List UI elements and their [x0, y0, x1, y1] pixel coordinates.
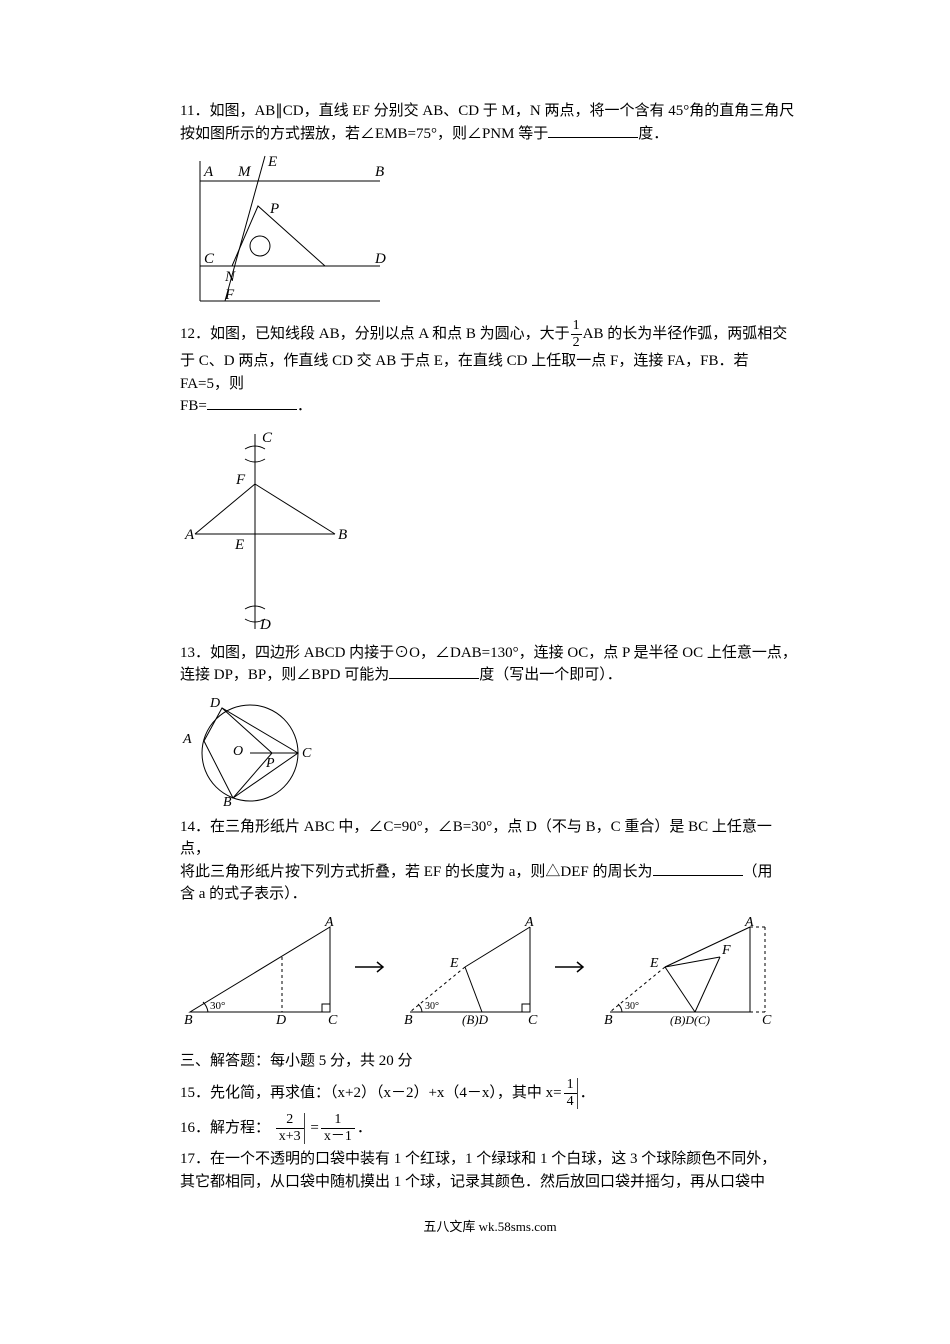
svg-text:B: B	[184, 1013, 193, 1028]
q16-text-c: ．	[357, 1120, 372, 1136]
svg-text:30°: 30°	[210, 1000, 225, 1012]
q15-text-b: ．	[580, 1085, 595, 1101]
q12-frac: 12	[571, 319, 582, 350]
q14-line3: 含 a 的式子表示）．	[180, 883, 800, 906]
svg-text:A: A	[524, 915, 534, 930]
svg-text:C: C	[528, 1013, 538, 1028]
svg-text:C: C	[328, 1013, 338, 1028]
svg-text:C: C	[762, 1013, 772, 1028]
svg-text:D: D	[275, 1013, 286, 1028]
lbl13-O: O	[233, 744, 243, 759]
q12-line3: FB= ．	[180, 395, 800, 418]
q14-figure: A B C D 30° A B C E	[180, 912, 800, 1032]
lbl-F: F	[224, 287, 235, 303]
q12-blank	[207, 395, 297, 410]
lbl12-E: E	[234, 537, 244, 553]
svg-text:B: B	[604, 1013, 613, 1028]
lbl13-P: P	[265, 756, 275, 771]
lbl-D: D	[374, 251, 386, 267]
q12-text-d: FB=	[180, 398, 207, 414]
q16-frac1-den: x+3	[276, 1128, 304, 1144]
svg-text:E: E	[449, 956, 459, 971]
section3-title: 三、解答题：每小题 5 分，共 20 分	[180, 1050, 800, 1073]
q15-frac-num: 1	[564, 1078, 577, 1093]
lbl13-C: C	[302, 746, 312, 761]
q16-frac2-den: x－1	[321, 1128, 355, 1144]
q11-line2: 按如图所示的方式摆放，若∠EMB=75°，则∠PNM 等于 度．	[180, 123, 800, 146]
q11-line1: 11．如图，AB∥CD，直线 EF 分别交 AB、CD 于 M，N 两点，将一个…	[180, 100, 800, 123]
q14-line1: 14．在三角形纸片 ABC 中，∠C=90°，∠B=30°，点 D（不与 B，C…	[180, 816, 800, 861]
lbl12-F: F	[235, 472, 246, 488]
svg-text:A: A	[744, 915, 754, 930]
q13-figure: A B C D O P	[180, 693, 340, 808]
lbl13-D: D	[209, 696, 220, 711]
page-footer: 五八文库 wk.58sms.com	[180, 1217, 800, 1237]
q12-text-a: 12．如图，已知线段 AB，分别以点 A 和点 B 为圆心，大于	[180, 326, 570, 342]
q11-text-c: 度．	[638, 126, 668, 142]
svg-text:F: F	[721, 943, 731, 958]
q13-text-b: 连接 DP，BP，则∠BPD 可能为	[180, 667, 389, 683]
q16-frac2-num: 1	[321, 1113, 355, 1128]
q15-frac-den: 4	[564, 1093, 577, 1109]
q17-line2: 其它都相同，从口袋中随机摸出 1 个球，记录其颜色．然后放回口袋并摇匀，再从口袋…	[180, 1171, 800, 1194]
lbl13-A: A	[182, 732, 192, 747]
q16-frac1: 2x+3	[276, 1113, 305, 1144]
q13-text-c: 度（写出一个即可）．	[479, 667, 622, 683]
q16-frac2: 1x－1	[321, 1113, 355, 1144]
lbl12-B: B	[338, 527, 347, 543]
lbl-M: M	[237, 164, 252, 180]
lbl13-B: B	[223, 795, 232, 808]
q14-line2: 将此三角形纸片按下列方式折叠，若 EF 的长度为 a，则△DEF 的周长为 （用	[180, 861, 800, 884]
svg-text:(B)D: (B)D	[462, 1012, 489, 1027]
q17-line1: 17．在一个不透明的口袋中装有 1 个红球，1 个绿球和 1 个白球，这 3 个…	[180, 1148, 800, 1171]
lbl-B: B	[375, 164, 384, 180]
q12-text-b: AB 的长为半径作弧，两弧相交	[583, 326, 788, 342]
q15-frac: 14	[564, 1078, 578, 1109]
q15-text-a: 15．先化简，再求值：（x+2）（x－2）+x（4－x），其中 x=	[180, 1085, 562, 1101]
q16-frac1-num: 2	[276, 1113, 304, 1128]
q12-figure: A B C D E F	[180, 424, 350, 634]
q12-line1: 12．如图，已知线段 AB，分别以点 A 和点 B 为圆心，大于12AB 的长为…	[180, 319, 800, 350]
svg-text:30°: 30°	[625, 1001, 639, 1012]
lbl-A: A	[203, 164, 214, 180]
q16-text-a: 16．解方程：	[180, 1120, 270, 1136]
svg-text:30°: 30°	[425, 1001, 439, 1012]
q13-line1: 13．如图，四边形 ABCD 内接于⊙O，∠DAB=130°，连接 OC，点 P…	[180, 642, 800, 665]
q12-frac-num: 1	[571, 319, 582, 334]
svg-text:A: A	[324, 915, 334, 930]
lbl-C: C	[204, 251, 215, 267]
q11-figure: A B C D E F M N P	[180, 151, 400, 311]
lbl12-D: D	[259, 617, 271, 633]
q12-text-e: ．	[297, 398, 312, 414]
lbl-N: N	[224, 269, 236, 285]
lbl12-A: A	[184, 527, 195, 543]
q14-text-c: （用	[743, 864, 773, 880]
svg-text:(B)D(C): (B)D(C)	[670, 1013, 710, 1027]
lbl-P: P	[269, 201, 279, 217]
svg-text:B: B	[404, 1013, 413, 1028]
q14-blank	[653, 861, 743, 876]
q15: 15．先化简，再求值：（x+2）（x－2）+x（4－x），其中 x=14．	[180, 1078, 800, 1109]
svg-text:E: E	[649, 956, 659, 971]
q16: 16．解方程： 2x+3 =1x－1．	[180, 1113, 800, 1144]
q13-blank	[389, 664, 479, 679]
q14-text-b: 将此三角形纸片按下列方式折叠，若 EF 的长度为 a，则△DEF 的周长为	[180, 864, 653, 880]
lbl12-C: C	[262, 430, 273, 446]
q12-frac-den: 2	[571, 334, 582, 350]
q11-text-b: 按如图所示的方式摆放，若∠EMB=75°，则∠PNM 等于	[180, 126, 548, 142]
q16-text-b: =	[307, 1120, 319, 1136]
q13-line2: 连接 DP，BP，则∠BPD 可能为 度（写出一个即可）．	[180, 664, 800, 687]
q12-line2: 于 C、D 两点，作直线 CD 交 AB 于点 E，在直线 CD 上任取一点 F…	[180, 350, 800, 395]
lbl-E: E	[267, 154, 277, 170]
q11-blank	[548, 123, 638, 138]
